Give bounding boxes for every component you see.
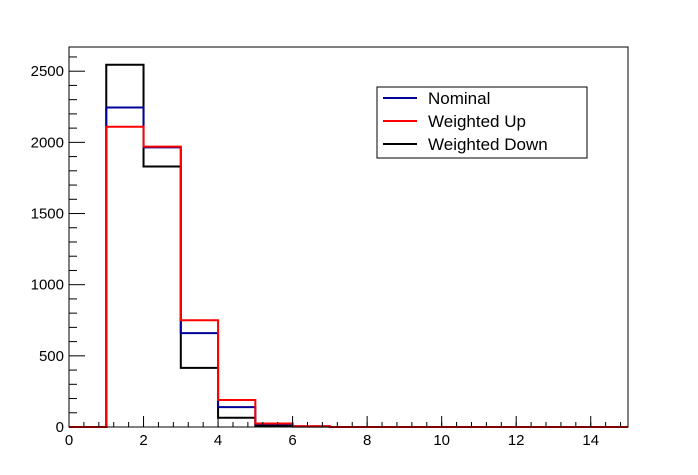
y-tick-label: 1500 xyxy=(31,206,64,223)
x-tick-label: 10 xyxy=(433,432,450,449)
axes: 0 2 4 6 8 10 12 14 0 500 1000 1500 2000 2500 xyxy=(31,56,622,449)
y-tick-label: 0 xyxy=(56,419,64,436)
plot-frame xyxy=(68,46,629,428)
x-tick-label: 4 xyxy=(214,432,222,449)
legend: Nominal Weighted Up Weighted Down xyxy=(376,86,588,159)
x-tick-label: 14 xyxy=(582,432,599,449)
y-tick-label: 2500 xyxy=(31,63,64,80)
x-tick-label: 12 xyxy=(508,432,525,449)
x-tick-label: 6 xyxy=(288,432,296,449)
legend-label: Weighted Up xyxy=(428,112,526,131)
y-tick-label: 500 xyxy=(39,348,64,365)
x-tick-label: 8 xyxy=(363,432,371,449)
x-tick-label: 0 xyxy=(65,432,73,449)
legend-label: Nominal xyxy=(428,89,490,108)
x-tick-label: 2 xyxy=(139,432,147,449)
legend-label: Weighted Down xyxy=(428,135,548,154)
y-tick-label: 2000 xyxy=(31,134,64,151)
y-tick-label: 1000 xyxy=(31,277,64,294)
